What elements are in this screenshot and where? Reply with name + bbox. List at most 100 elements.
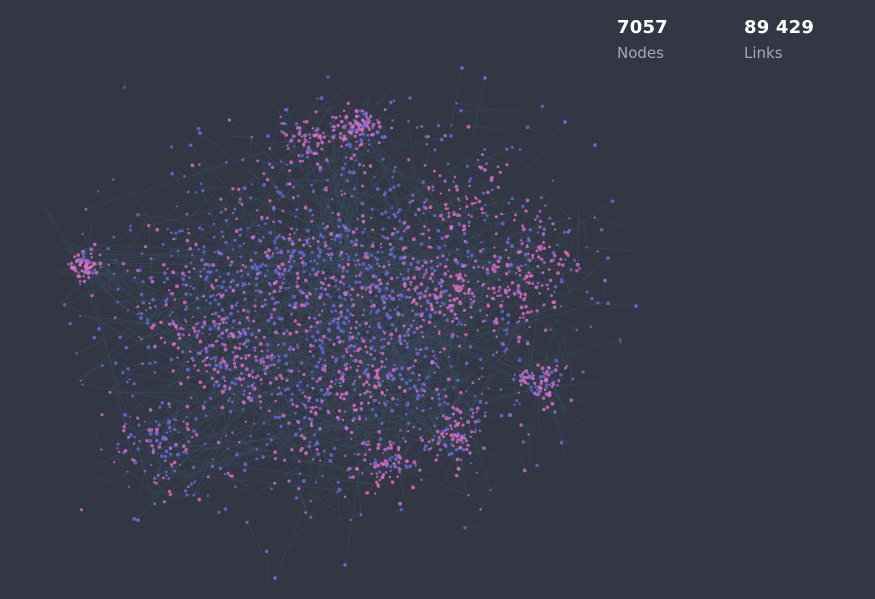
graph-node	[263, 303, 267, 307]
graph-node	[539, 196, 544, 200]
graph-node	[419, 282, 424, 286]
graph-node	[519, 423, 523, 427]
graph-node	[271, 252, 275, 255]
graph-node	[333, 382, 337, 386]
graph-node	[389, 296, 394, 301]
graph-node	[269, 316, 273, 320]
graph-node	[76, 274, 81, 279]
graph-node	[374, 256, 377, 259]
graph-node	[379, 338, 383, 342]
graph-node	[202, 250, 206, 254]
graph-node	[281, 413, 286, 418]
graph-node	[315, 127, 320, 131]
graph-node	[366, 372, 370, 377]
graph-node	[384, 272, 389, 276]
graph-node	[549, 328, 552, 331]
graph-node	[121, 371, 125, 375]
graph-node	[508, 270, 511, 273]
graph-node	[619, 340, 622, 344]
graph-node	[329, 256, 333, 260]
graph-node	[428, 374, 431, 378]
graph-node	[166, 420, 171, 425]
graph-node	[390, 408, 394, 413]
graph-node	[469, 305, 473, 309]
graph-node	[419, 313, 424, 318]
graph-node	[384, 210, 388, 214]
graph-node	[522, 375, 527, 380]
graph-node	[436, 453, 439, 457]
graph-node	[250, 183, 253, 186]
graph-node	[498, 285, 502, 290]
graph-node	[257, 238, 261, 242]
graph-node	[389, 469, 392, 473]
graph-node	[492, 353, 495, 357]
graph-node	[234, 229, 239, 233]
graph-node	[416, 312, 420, 316]
graph-node	[280, 262, 285, 267]
graph-node	[161, 476, 165, 480]
graph-node	[244, 265, 247, 269]
graph-node	[259, 361, 262, 365]
graph-node	[187, 485, 190, 489]
graph-node	[287, 236, 292, 241]
graph-node	[239, 371, 244, 376]
graph-node	[83, 258, 86, 261]
graph-node	[375, 187, 380, 192]
graph-node	[354, 275, 358, 278]
graph-node	[170, 145, 174, 149]
graph-node	[270, 353, 274, 357]
graph-node	[145, 321, 150, 325]
graph-node	[211, 312, 214, 316]
graph-node	[246, 338, 251, 343]
graph-node	[498, 170, 503, 175]
graph-node	[377, 287, 382, 292]
graph-node	[531, 282, 535, 286]
graph-node	[565, 365, 568, 368]
graph-node	[372, 464, 377, 469]
graph-node	[300, 260, 305, 265]
graph-node	[233, 207, 237, 211]
graph-node	[174, 231, 178, 235]
graph-node	[456, 197, 460, 200]
graph-node	[285, 163, 289, 166]
graph-node	[353, 379, 357, 383]
graph-node	[345, 290, 349, 295]
graph-node	[223, 379, 227, 383]
graph-node	[557, 262, 561, 266]
graph-node	[460, 287, 464, 291]
graph-node	[326, 387, 330, 391]
graph-node	[541, 271, 545, 275]
graph-node	[483, 147, 487, 151]
graph-node	[354, 130, 359, 134]
graph-node	[238, 342, 242, 346]
graph-node	[352, 313, 355, 317]
graph-node	[389, 276, 394, 281]
graph-node	[250, 265, 255, 270]
graph-node	[255, 267, 259, 272]
graph-node	[247, 319, 251, 322]
graph-node	[544, 385, 548, 389]
graph-node	[149, 463, 153, 467]
graph-node	[528, 227, 533, 232]
graph-node	[526, 252, 530, 256]
graph-node	[343, 162, 347, 165]
graph-node	[246, 272, 250, 277]
graph-node	[288, 286, 291, 289]
graph-node	[206, 475, 210, 479]
graph-node	[239, 255, 242, 259]
graph-node	[266, 349, 270, 352]
graph-node	[433, 169, 436, 173]
graph-node	[354, 115, 359, 119]
graph-node	[186, 227, 189, 231]
graph-node	[207, 343, 212, 348]
graph-node	[429, 245, 433, 249]
graph-node	[370, 244, 375, 248]
graph-node	[403, 339, 407, 343]
graph-node	[466, 249, 470, 254]
graph-node	[269, 357, 274, 361]
graph-node	[475, 406, 480, 411]
graph-node	[376, 483, 380, 487]
graph-node	[434, 387, 439, 392]
